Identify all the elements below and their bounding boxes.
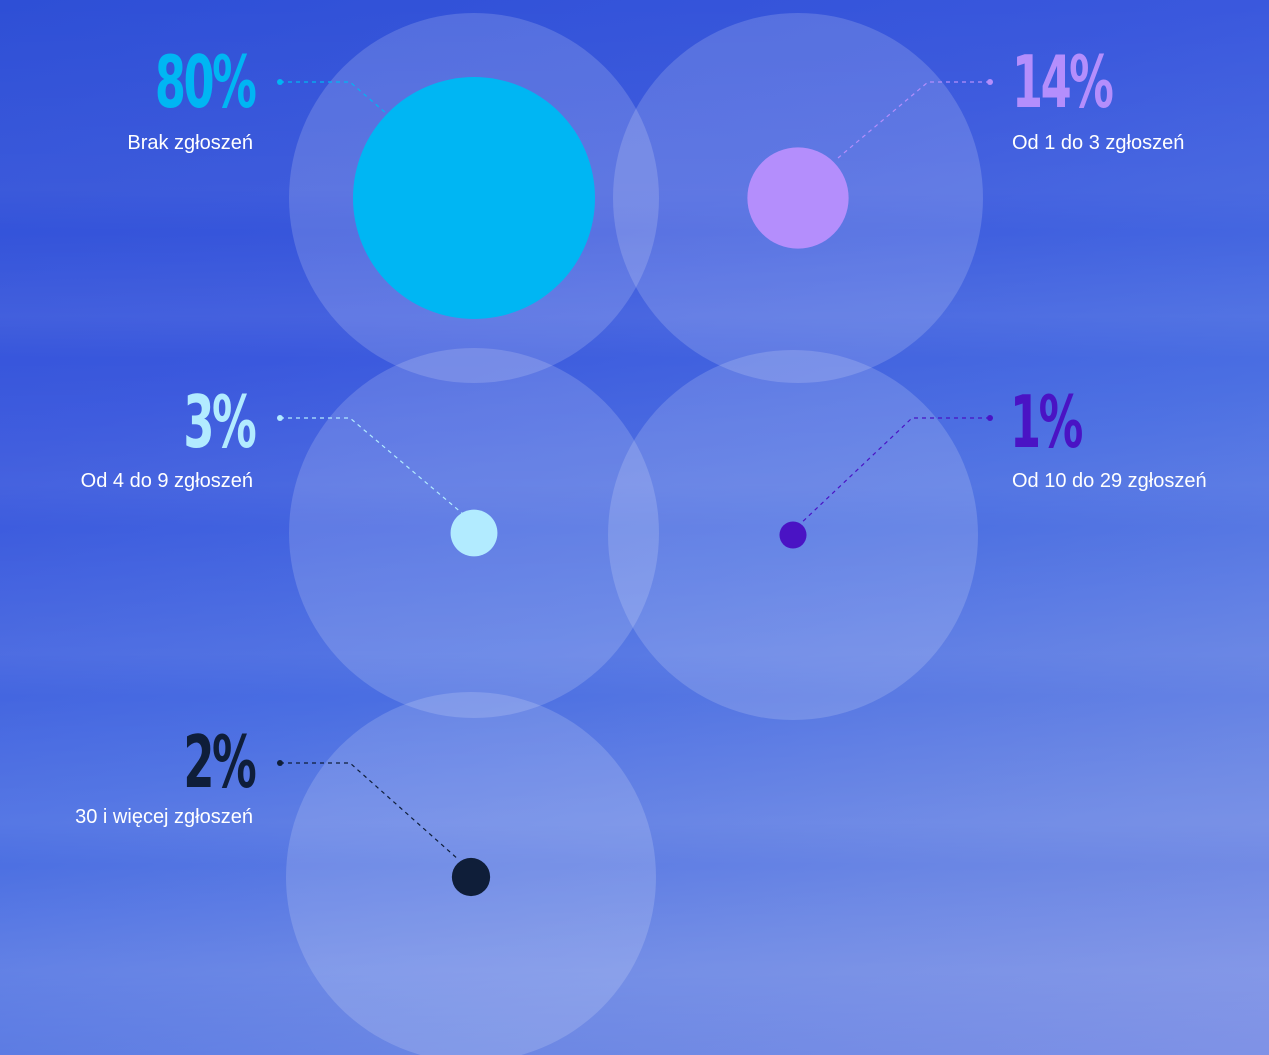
value-label-3: 3% bbox=[183, 380, 256, 464]
leader-dot-1-3 bbox=[987, 79, 993, 85]
leader-line-4-9 bbox=[280, 417, 464, 515]
leader-dot-brak bbox=[277, 79, 283, 85]
value-label-14: 14% bbox=[1012, 40, 1114, 124]
category-label-30-plus: 30 i więcej zgłoszeń bbox=[75, 806, 253, 828]
leader-line-10-29 bbox=[797, 417, 990, 527]
bubble-brak bbox=[353, 77, 595, 319]
leader-dot-30-plus bbox=[277, 760, 283, 766]
category-label-10-29: Od 10 do 29 zgłoszeń bbox=[1012, 470, 1207, 492]
category-label-1-3: Od 1 do 3 zgłoszeń bbox=[1012, 132, 1185, 154]
bubble-4-9 bbox=[450, 509, 498, 557]
bubble-30-plus bbox=[451, 857, 491, 897]
value-label-1: 1% bbox=[1010, 380, 1083, 464]
value-label-80: 80% bbox=[154, 40, 257, 124]
category-label-4-9: Od 4 do 9 zgłoszeń bbox=[80, 470, 253, 492]
value-label-2: 2% bbox=[183, 720, 256, 804]
leader-dot-10-29 bbox=[987, 415, 993, 421]
leader-line-brak bbox=[280, 81, 403, 128]
leader-dot-4-9 bbox=[277, 415, 283, 421]
category-label-brak: Brak zgłoszeń bbox=[127, 132, 253, 154]
bubble-1-3 bbox=[747, 147, 849, 249]
bubble-10-29 bbox=[779, 521, 807, 549]
